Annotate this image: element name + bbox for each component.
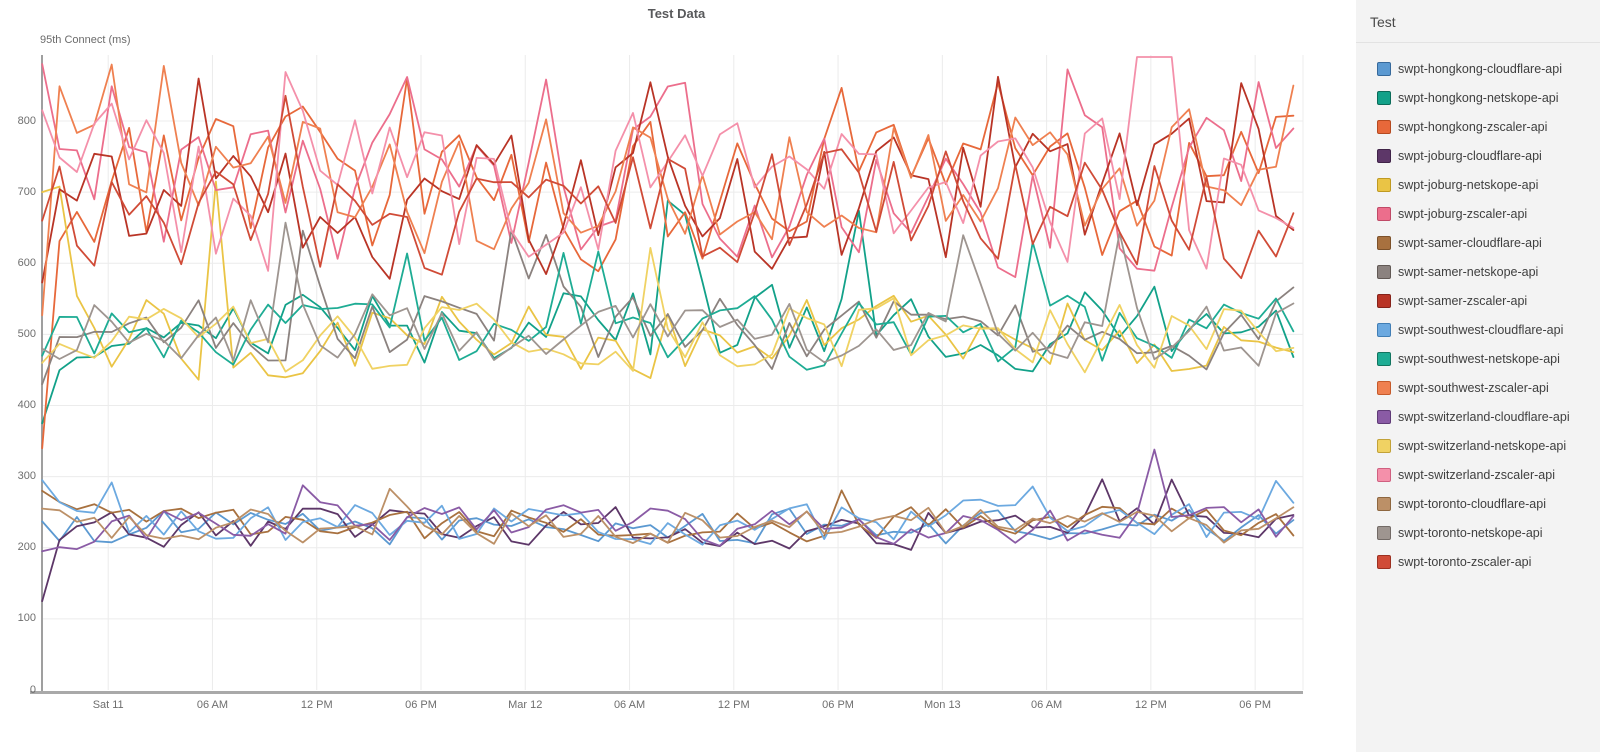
legend-item-label: swpt-samer-netskope-api — [1398, 264, 1539, 279]
x-axis-tick-label: 06 AM — [1031, 699, 1063, 711]
legend-item-label: swpt-joburg-cloudflare-api — [1398, 148, 1542, 163]
x-axis-tick-label: Mar 12 — [508, 699, 543, 711]
legend-swatch-icon — [1377, 496, 1391, 511]
chart-panel: Test Data 95th Connect (ms) 0 100 200 300 40… — [0, 0, 1353, 752]
legend-swatch-icon — [1377, 235, 1391, 250]
series-line-swpt-toronto-netskope-api — [41, 221, 1295, 367]
legend-item-swpt-joburg-zscaler-api[interactable]: swpt-joburg-zscaler-api — [1377, 199, 1592, 228]
legend-swatch-icon — [1377, 177, 1391, 192]
legend-item-swpt-southwest-netskope-api[interactable]: swpt-southwest-netskope-api — [1377, 344, 1592, 373]
legend-item-swpt-hongkong-netskope-api[interactable]: swpt-hongkong-netskope-api — [1377, 83, 1592, 112]
chart-title: Test Data — [647, 6, 706, 21]
legend-swatch-icon — [1377, 438, 1391, 453]
series-line-swpt-samer-zscaler-api — [41, 75, 1295, 284]
legend-item-swpt-toronto-zscaler-api[interactable]: swpt-toronto-zscaler-api — [1377, 547, 1592, 576]
legend-swatch-icon — [1377, 351, 1391, 366]
x-axis-tick-label: 06 AM — [613, 699, 646, 711]
series-line-swpt-samer-netskope-api — [41, 229, 1295, 386]
legend-title: Test — [1356, 0, 1600, 43]
legend-item-label: swpt-toronto-zscaler-api — [1398, 554, 1532, 569]
legend-item-swpt-hongkong-cloudflare-api[interactable]: swpt-hongkong-cloudflare-api — [1377, 54, 1592, 83]
y-axis-tick-label: 300 — [17, 470, 36, 483]
series-line-swpt-switzerland-cloudflare-api — [41, 448, 1295, 553]
series-line-swpt-hongkong-zscaler-api — [41, 77, 1295, 450]
legend-item-label: swpt-southwest-zscaler-api — [1398, 380, 1549, 395]
legend-item-label: swpt-switzerland-cloudflare-api — [1398, 409, 1570, 424]
legend-item-label: swpt-hongkong-netskope-api — [1398, 90, 1559, 105]
legend-item-label: swpt-hongkong-zscaler-api — [1398, 119, 1548, 134]
legend-swatch-icon — [1377, 380, 1391, 395]
legend-item-swpt-samer-zscaler-api[interactable]: swpt-samer-zscaler-api — [1377, 286, 1592, 315]
series-line-swpt-joburg-cloudflare-api — [41, 478, 1295, 602]
legend-panel: Test swpt-hongkong-cloudflare-api swpt-ho… — [1356, 0, 1600, 752]
legend-item-swpt-joburg-netskope-api[interactable]: swpt-joburg-netskope-api — [1377, 170, 1592, 199]
series-line-swpt-toronto-cloudflare-api — [41, 487, 1295, 545]
legend-swatch-icon — [1377, 467, 1391, 482]
series-line-swpt-toronto-zscaler-api — [41, 94, 1295, 280]
legend-item-label: swpt-joburg-zscaler-api — [1398, 206, 1528, 221]
legend-swatch-icon — [1377, 409, 1391, 424]
x-axis-tick-label: 06 AM — [196, 699, 229, 711]
y-axis-tick-label: 500 — [17, 327, 36, 340]
timeseries-plot[interactable] — [0, 0, 1353, 752]
x-axis-tick-label: 12 PM — [717, 699, 750, 711]
legend-swatch-icon — [1377, 61, 1391, 76]
legend-item-swpt-samer-netskope-api[interactable]: swpt-samer-netskope-api — [1377, 257, 1592, 286]
legend-item-label: swpt-southwest-netskope-api — [1398, 351, 1560, 366]
y-axis-tick-label: 100 — [17, 612, 36, 625]
y-axis-tick-label: 400 — [17, 399, 36, 411]
series-line-swpt-southwest-cloudflare-api — [41, 479, 1295, 546]
series-line-swpt-joburg-zscaler-api — [41, 63, 1295, 279]
x-axis-tick-label: Sat 11 — [92, 699, 124, 711]
x-axis-tick-label: 06 PM — [405, 699, 437, 711]
series-line-swpt-southwest-netskope-api — [41, 241, 1295, 371]
x-axis-tick-label: 12 PM — [300, 699, 333, 711]
legend-item-label: swpt-switzerland-zscaler-api — [1398, 467, 1555, 482]
legend-list: swpt-hongkong-cloudflare-api swpt-hongkon… — [1356, 54, 1600, 576]
legend-item-swpt-toronto-cloudflare-api[interactable]: swpt-toronto-cloudflare-api — [1377, 489, 1592, 518]
legend-item-swpt-switzerland-netskope-api[interactable]: swpt-switzerland-netskope-api — [1377, 431, 1592, 460]
y-axis-tick-label: 600 — [17, 256, 36, 269]
legend-item-label: swpt-toronto-cloudflare-api — [1398, 496, 1546, 511]
x-axis-tick-label: 12 PM — [1134, 699, 1167, 711]
legend-swatch-icon — [1377, 264, 1391, 279]
x-axis-tick-label: 06 PM — [1239, 699, 1272, 711]
legend-item-label: swpt-samer-zscaler-api — [1398, 293, 1528, 308]
x-axis-tick-label: 06 PM — [822, 699, 854, 711]
legend-item-label: swpt-joburg-netskope-api — [1398, 177, 1539, 192]
legend-item-swpt-switzerland-cloudflare-api[interactable]: swpt-switzerland-cloudflare-api — [1377, 402, 1592, 431]
y-axis-unit-label: 95th Connect (ms) — [40, 34, 131, 46]
legend-item-swpt-southwest-zscaler-api[interactable]: swpt-southwest-zscaler-api — [1377, 373, 1592, 402]
legend-swatch-icon — [1377, 554, 1391, 569]
legend-item-label: swpt-switzerland-netskope-api — [1398, 438, 1567, 453]
legend-swatch-icon — [1377, 293, 1391, 308]
legend-item-label: swpt-samer-cloudflare-api — [1398, 235, 1542, 250]
legend-item-swpt-hongkong-zscaler-api[interactable]: swpt-hongkong-zscaler-api — [1377, 112, 1592, 141]
legend-item-swpt-samer-cloudflare-api[interactable]: swpt-samer-cloudflare-api — [1377, 228, 1592, 257]
legend-swatch-icon — [1377, 322, 1391, 337]
legend-swatch-icon — [1377, 525, 1391, 540]
y-axis-tick-label: 800 — [17, 114, 36, 127]
legend-swatch-icon — [1377, 206, 1391, 221]
legend-item-label: swpt-hongkong-cloudflare-api — [1398, 61, 1562, 76]
legend-item-swpt-switzerland-zscaler-api[interactable]: swpt-switzerland-zscaler-api — [1377, 460, 1592, 489]
legend-item-label: swpt-toronto-netskope-api — [1398, 525, 1543, 540]
legend-item-label: swpt-southwest-cloudflare-api — [1398, 322, 1564, 337]
y-axis-tick-label: 700 — [17, 185, 36, 198]
series-line-swpt-switzerland-netskope-api — [41, 246, 1295, 374]
legend-item-swpt-joburg-cloudflare-api[interactable]: swpt-joburg-cloudflare-api — [1377, 141, 1592, 170]
legend-swatch-icon — [1377, 148, 1391, 163]
legend-swatch-icon — [1377, 90, 1391, 105]
y-axis-tick-label: 0 — [29, 683, 36, 696]
y-axis-tick-label: 200 — [17, 541, 36, 554]
legend-swatch-icon — [1377, 119, 1391, 134]
legend-item-swpt-toronto-netskope-api[interactable]: swpt-toronto-netskope-api — [1377, 518, 1592, 547]
x-axis-tick-label: Mon 13 — [923, 699, 961, 711]
legend-item-swpt-southwest-cloudflare-api[interactable]: swpt-southwest-cloudflare-api — [1377, 315, 1592, 344]
series-line-swpt-southwest-zscaler-api — [41, 63, 1295, 317]
